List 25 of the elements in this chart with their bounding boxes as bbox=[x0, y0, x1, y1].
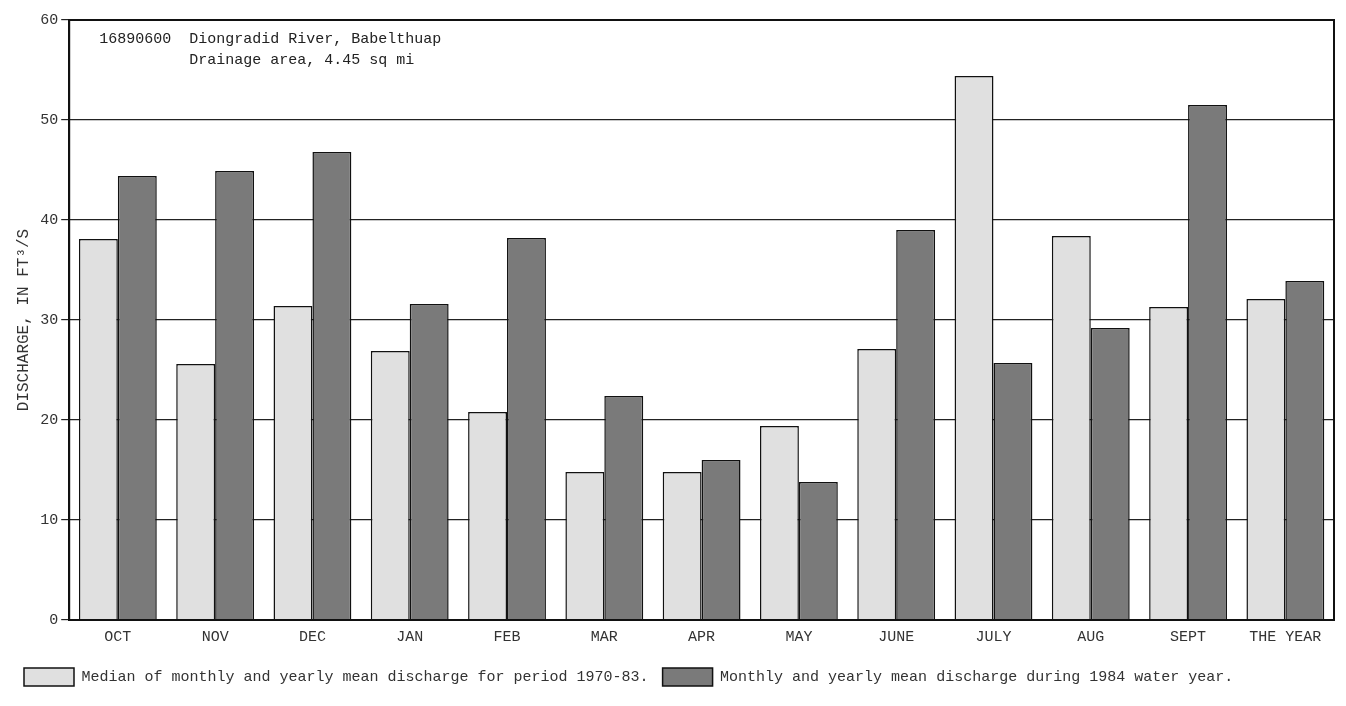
x-tick-label: APR bbox=[688, 628, 716, 646]
x-tick-label: SEPT bbox=[1170, 628, 1207, 646]
y-tick-label: 50 bbox=[40, 111, 59, 129]
x-tick-label: FEB bbox=[493, 628, 521, 646]
x-tick-label: MAR bbox=[590, 628, 618, 646]
x-tick-label: AUG bbox=[1077, 628, 1105, 646]
x-tick-label: OCT bbox=[104, 628, 132, 646]
y-axis-title: DISCHARGE, IN FT³/S bbox=[14, 228, 33, 412]
y-tick-label: 0 bbox=[49, 611, 59, 629]
x-tick-label: JULY bbox=[975, 628, 1012, 646]
x-tick-label: JUNE bbox=[878, 628, 915, 646]
y-tick-label: 10 bbox=[40, 511, 59, 529]
legend-label: Monthly and yearly mean discharge during 1984 water year. bbox=[720, 668, 1234, 686]
text: 16890600 Diongradid River, Babelthuap bbox=[99, 31, 442, 49]
x-tick-label: NOV bbox=[201, 628, 229, 646]
x-tick-label: JAN bbox=[396, 628, 424, 646]
y-tick-label: 40 bbox=[40, 211, 59, 229]
x-tick-label: THE YEAR bbox=[1249, 628, 1322, 646]
x-tick-label: MAY bbox=[785, 628, 813, 646]
x-tick-label: DEC bbox=[298, 628, 326, 646]
text: Drainage area, 4.45 sq mi bbox=[189, 52, 415, 70]
y-tick-label: 60 bbox=[40, 11, 59, 29]
y-tick-label: 20 bbox=[40, 411, 59, 429]
y-tick-label: 30 bbox=[40, 311, 59, 329]
legend-label: Median of monthly and yearly mean discharge for period 1970-83. bbox=[81, 668, 649, 686]
